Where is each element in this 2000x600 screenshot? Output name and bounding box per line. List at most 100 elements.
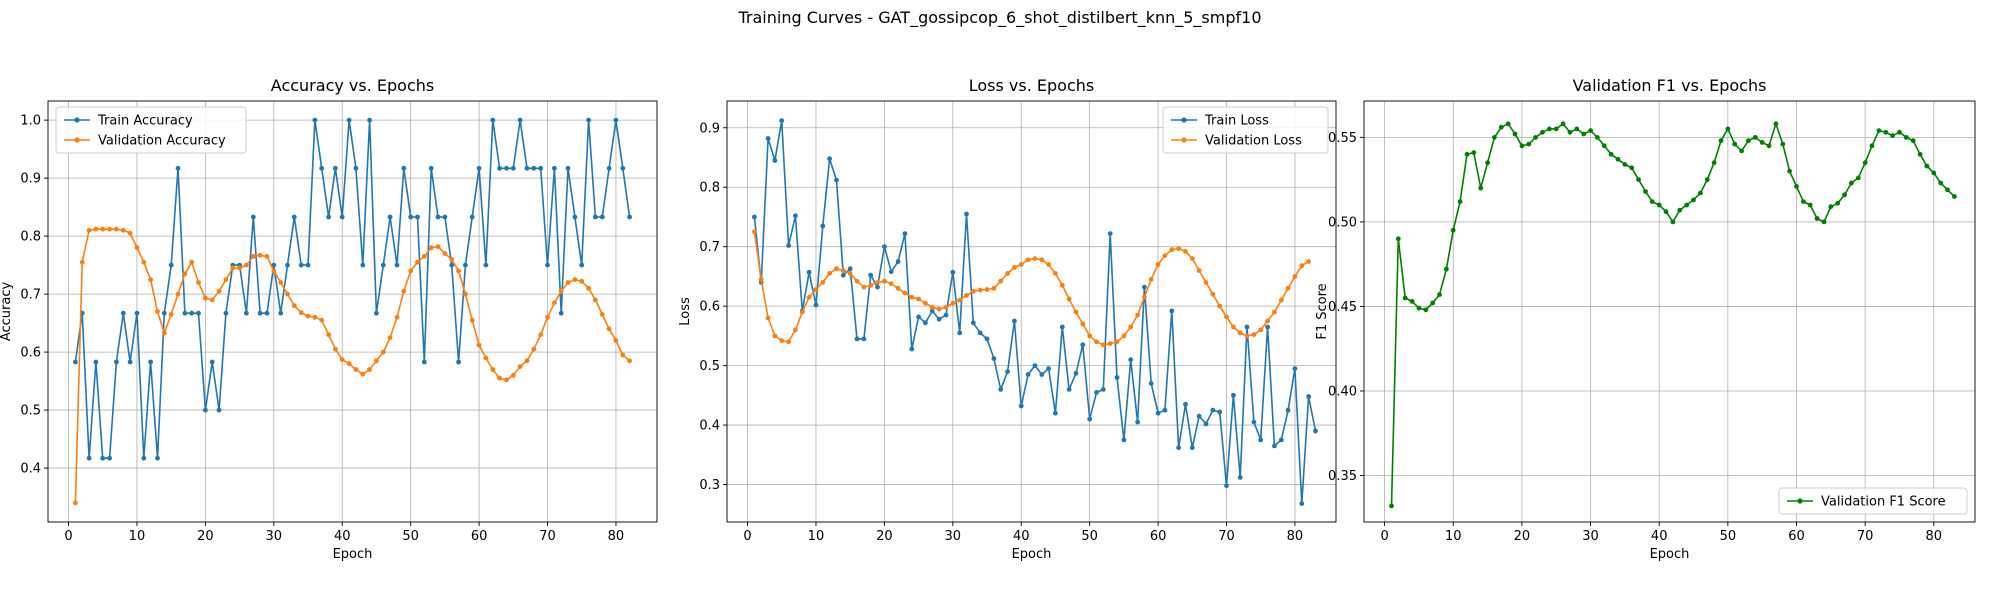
data-point (1025, 257, 1031, 263)
data-point (558, 288, 564, 294)
data-point (1821, 219, 1827, 225)
data-point (752, 214, 757, 220)
x-tick-label: 30 (945, 529, 962, 544)
y-axis-label: Loss (678, 297, 693, 326)
data-point (1039, 372, 1045, 377)
data-point (401, 165, 407, 171)
data-point (1828, 204, 1834, 210)
data-point (1787, 168, 1792, 174)
data-point (100, 226, 106, 232)
data-point (572, 214, 578, 220)
data-point (943, 304, 949, 310)
data-point (415, 214, 420, 220)
data-point (779, 338, 785, 343)
x-tick-label: 60 (1788, 529, 1805, 544)
data-point (998, 387, 1004, 392)
data-point (929, 304, 935, 310)
data-point (1237, 330, 1243, 336)
data-point (1210, 291, 1216, 297)
data-point (531, 165, 537, 171)
data-point (1053, 410, 1058, 416)
data-point (291, 214, 297, 220)
data-point (916, 296, 921, 302)
data-point (772, 333, 778, 339)
y-tick-label: 0.7 (20, 288, 41, 303)
data-point (374, 310, 379, 316)
data-point (1505, 121, 1511, 127)
data-point (1155, 262, 1161, 267)
data-point (1128, 324, 1134, 330)
data-point (1018, 403, 1024, 409)
data-point (189, 310, 195, 316)
x-tick-label: 80 (608, 529, 625, 544)
data-point (1876, 128, 1882, 134)
data-point (765, 315, 771, 321)
data-point (216, 288, 222, 294)
y-tick-label: 0.5 (20, 404, 41, 419)
data-point (813, 302, 819, 308)
data-point (552, 300, 557, 306)
data-point (1402, 295, 1408, 301)
data-point (558, 310, 564, 316)
data-point (779, 118, 785, 123)
data-point (1183, 401, 1188, 407)
data-point (100, 455, 106, 461)
data-point (1258, 327, 1264, 333)
legend-box (1778, 487, 1968, 515)
y-tick-label: 0.5 (699, 359, 720, 374)
data-point (1842, 192, 1847, 198)
data-point (1169, 247, 1175, 253)
data-point (806, 269, 812, 275)
x-tick-label: 10 (129, 529, 146, 544)
data-point (1210, 407, 1216, 413)
data-point (1931, 170, 1937, 176)
data-point (847, 271, 853, 276)
data-point (517, 117, 523, 123)
data-point (93, 226, 99, 232)
x-tick-label: 30 (266, 529, 283, 544)
data-point (1299, 501, 1305, 506)
chart-2: 0 10 20 30 40 50 60 70 80 0.35 0.40 0.45 0.50 0.55 Val… (1315, 76, 1976, 562)
data-point (264, 310, 270, 316)
data-point (1608, 151, 1614, 157)
y-tick-label: 0.8 (20, 230, 41, 245)
data-point (1540, 129, 1545, 135)
data-point (1739, 148, 1744, 154)
data-point (765, 136, 771, 141)
data-point (1794, 184, 1799, 189)
data-point (834, 177, 839, 183)
data-point (504, 165, 509, 171)
legend-marker (1181, 137, 1187, 143)
data-point (895, 259, 901, 264)
y-tick-label: 0.4 (20, 462, 41, 477)
legend-label: Train Accuracy (97, 114, 193, 129)
data-point (1416, 305, 1422, 311)
data-point (1622, 162, 1628, 167)
data-point (73, 500, 78, 506)
data-point (278, 280, 284, 285)
data-point (1272, 443, 1277, 449)
data-point (1574, 126, 1580, 132)
data-point (1196, 413, 1202, 419)
data-point (606, 165, 612, 171)
data-point (772, 158, 778, 163)
data-point (1704, 177, 1710, 183)
legend-box (55, 106, 247, 154)
data-point (155, 455, 160, 461)
x-tick-label: 0 (743, 529, 751, 544)
data-point (977, 287, 983, 293)
x-tick-label: 70 (1857, 529, 1874, 544)
data-point (1855, 175, 1861, 181)
data-point (861, 284, 867, 290)
data-point (428, 245, 434, 251)
y-axis-label: F1 Score (1315, 283, 1330, 339)
data-point (1053, 271, 1058, 276)
data-point (86, 455, 92, 461)
data-point (1176, 445, 1181, 451)
data-point (196, 280, 201, 285)
data-point (1018, 262, 1024, 267)
data-point (1732, 141, 1738, 147)
data-point (1039, 257, 1045, 263)
data-point (408, 214, 414, 220)
data-point (1278, 437, 1284, 443)
